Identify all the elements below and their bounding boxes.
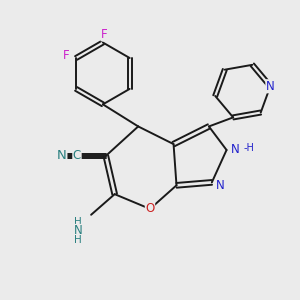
Text: H: H xyxy=(74,235,82,245)
Text: O: O xyxy=(146,202,154,215)
Text: F: F xyxy=(101,28,108,41)
Text: N: N xyxy=(74,224,82,238)
Text: -H: -H xyxy=(243,142,254,153)
Text: N: N xyxy=(57,149,67,162)
Text: F: F xyxy=(62,49,69,62)
Text: C: C xyxy=(73,149,81,162)
Text: N: N xyxy=(216,179,224,192)
Text: N: N xyxy=(230,143,239,157)
Text: H: H xyxy=(74,217,82,227)
Text: N: N xyxy=(266,80,275,93)
